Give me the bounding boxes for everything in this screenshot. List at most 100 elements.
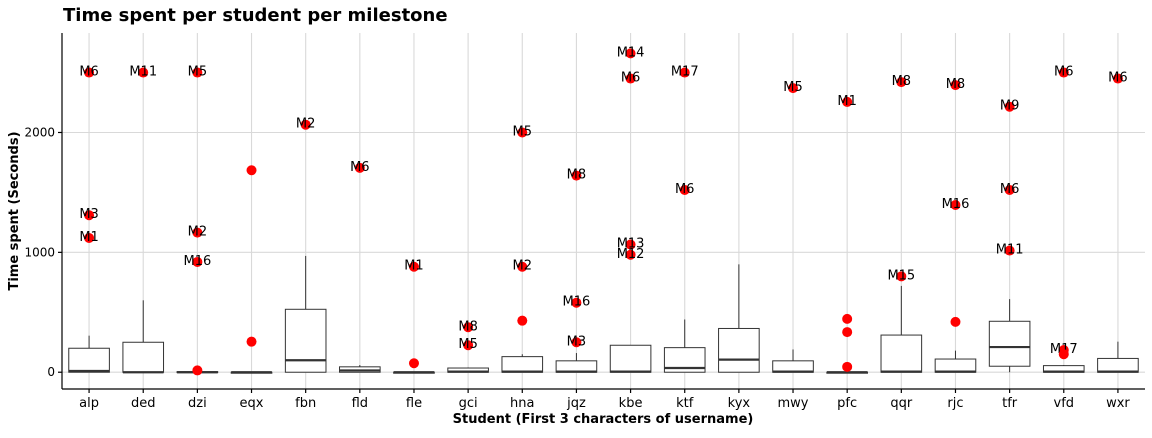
x-tick-label-fle: fle <box>406 396 422 411</box>
box-kbe <box>609 344 652 373</box>
x-tick-label-ktf: ktf <box>676 396 694 411</box>
outlier-point-kbe <box>625 73 636 84</box>
x-tick-label-eqx: eqx <box>240 396 264 411</box>
outlier-point-hna <box>517 127 528 138</box>
point-label: M8 <box>892 74 912 89</box>
outlier-point-tfr <box>1004 101 1015 112</box>
box-alp <box>68 335 110 373</box>
box-ded <box>122 300 165 374</box>
box-body <box>284 308 327 373</box>
box-body <box>772 360 814 373</box>
outlier-point-pfc <box>842 96 853 107</box>
outlier-point-rjc <box>950 316 961 327</box>
box-body <box>880 334 923 373</box>
point-label: M2 <box>513 259 533 274</box>
outlier-point-alp <box>84 67 95 78</box>
box-jqz <box>555 353 598 373</box>
x-tick-label-kyx: kyx <box>728 396 751 411</box>
outlier-point-pfc <box>842 361 853 372</box>
outlier-point-fld <box>354 162 365 173</box>
box-body <box>555 360 598 373</box>
outlier-point-vfd <box>1058 67 1069 78</box>
box-tfr <box>988 299 1031 373</box>
box-body <box>68 347 110 373</box>
outlier-point-wxr <box>1112 73 1123 84</box>
outlier-point-hna <box>517 261 528 272</box>
point-label: M5 <box>458 337 478 352</box>
x-tick-label-kbe: kbe <box>619 396 643 411</box>
y-tick-label: 1000 <box>24 245 55 259</box>
outlier-point-eqx <box>246 336 257 347</box>
box-body <box>1097 357 1139 373</box>
x-tick-label-alp: alp <box>79 396 99 411</box>
outlier-point-ded <box>138 67 149 78</box>
point-label: M5 <box>513 124 533 139</box>
box-kyx <box>718 264 760 373</box>
box-fld <box>339 365 381 373</box>
box-body <box>122 341 165 373</box>
point-label: M6 <box>1054 65 1074 80</box>
outlier-point-jqz <box>571 297 582 308</box>
box-wxr <box>1097 341 1139 373</box>
outlier-point-kbe <box>625 249 636 260</box>
y-tick-label: 0 <box>47 365 55 379</box>
x-tick-label-gci: gci <box>459 396 478 411</box>
x-tick-label-rjc: rjc <box>947 396 963 411</box>
outlier-point-gci <box>463 340 474 351</box>
box-fle <box>393 371 435 374</box>
box-hna <box>501 354 544 373</box>
outlier-point-dzi <box>192 67 203 78</box>
outlier-point-vfd <box>1058 349 1069 360</box>
outlier-point-mwy <box>788 83 799 94</box>
point-label: M8 <box>946 77 966 92</box>
outlier-point-ktf <box>679 185 690 196</box>
x-tick-label-dzi: dzi <box>188 396 207 411</box>
x-tick-label-tfr: tfr <box>1002 396 1018 411</box>
x-axis-title: Student (First 3 characters of username) <box>453 412 754 427</box>
box-fbn <box>284 255 327 373</box>
outlier-point-rjc <box>950 80 961 91</box>
x-tick-label-qqr: qqr <box>890 396 913 411</box>
x-tick-label-ded: ded <box>131 396 156 411</box>
outlier-point-qqr <box>896 77 907 88</box>
outlier-points: M6 M3 M1 M11 M5 M2 M16 M2 M6 M1 M8 M5 M5 M2 M8 M16 M3 M14… <box>79 45 1128 376</box>
x-tick-label-fld: fld <box>352 396 368 411</box>
box-body <box>934 358 977 373</box>
x-tick-label-mwy: mwy <box>778 396 809 411</box>
point-label: M11 <box>129 65 157 80</box>
box-rjc <box>934 350 977 373</box>
point-label: M5 <box>188 65 208 80</box>
point-label: M1 <box>404 259 424 274</box>
outlier-point-dzi <box>192 256 203 267</box>
outlier-point-kbe <box>625 239 636 250</box>
outlier-point-fle <box>408 261 419 272</box>
outlier-point-pfc <box>842 313 853 324</box>
point-label: M13 <box>617 237 645 252</box>
point-label: M14 <box>617 45 645 60</box>
chart-title: Time spent per student per milestone <box>63 5 448 26</box>
point-label: M8 <box>458 319 478 334</box>
box-vfd <box>1042 365 1085 373</box>
x-tick-label-vfd: vfd <box>1054 396 1075 411</box>
box-mwy <box>772 349 814 373</box>
point-label: M16 <box>183 254 211 269</box>
outlier-point-fle <box>408 358 419 369</box>
point-label: M11 <box>996 243 1024 258</box>
point-label: M8 <box>567 168 587 183</box>
axes: 0 1000 2000 alp ded dzi eqx fbn fld fle gci hna jqz k… <box>24 33 1145 411</box>
point-label: M1 <box>79 230 99 245</box>
outlier-point-qqr <box>896 271 907 282</box>
point-label: M1 <box>837 94 857 109</box>
box-body <box>609 344 652 373</box>
point-label: M6 <box>79 65 99 80</box>
outlier-point-kbe <box>625 48 636 59</box>
outlier-point-pfc <box>842 327 853 338</box>
point-label: M6 <box>350 160 370 175</box>
outlier-point-tfr <box>1004 245 1015 256</box>
outlier-point-gci <box>463 322 474 333</box>
outlier-point-hna <box>517 315 528 326</box>
outlier-point-dzi <box>192 365 203 376</box>
point-label: M16 <box>563 295 591 310</box>
box-gci <box>447 367 489 373</box>
